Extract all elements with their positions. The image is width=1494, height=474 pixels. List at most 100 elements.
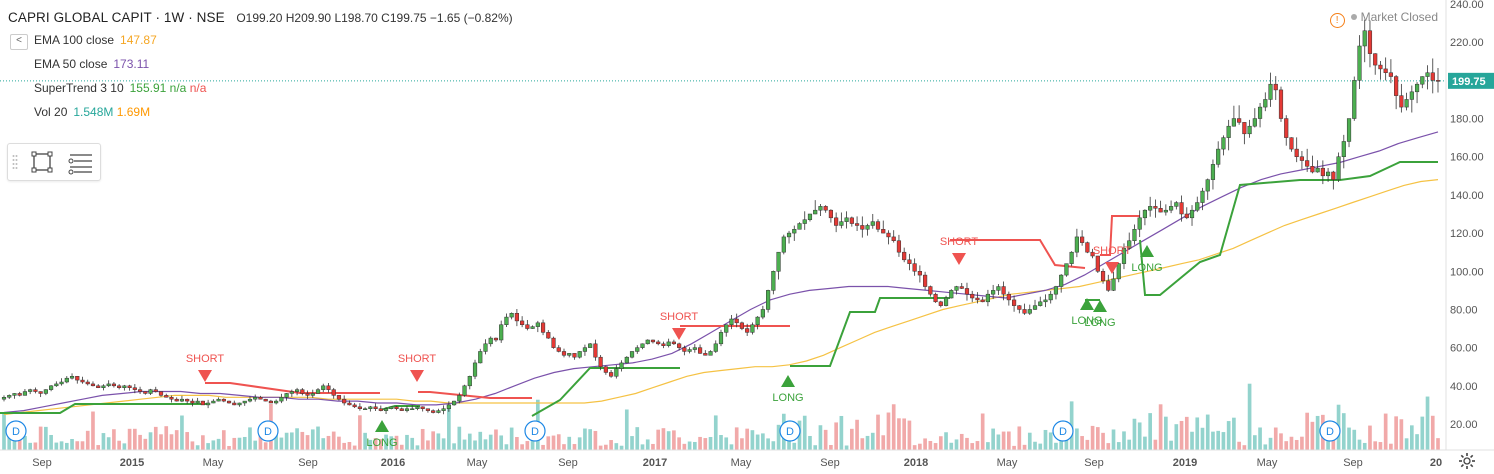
volume-bar [1164, 416, 1168, 450]
candle-body [1216, 148, 1221, 165]
collapse-legend-button[interactable]: < [10, 34, 28, 50]
volume-bar [572, 444, 577, 450]
volume-bar [1012, 445, 1016, 450]
volume-bar [1216, 430, 1221, 450]
candle-body [949, 290, 954, 299]
time-tick-label: Sep [1343, 457, 1363, 469]
volume-bar [1378, 442, 1383, 450]
candle-body [933, 293, 938, 303]
drag-grip-icon[interactable] [12, 154, 18, 170]
legend-ema50[interactable]: EMA 50 close 173.11 [34, 57, 149, 71]
candle-body [509, 313, 514, 318]
time-tick-label: Sep [32, 457, 52, 469]
volume-bar [1195, 417, 1200, 450]
candle-body [828, 209, 833, 219]
volume-bar [1116, 442, 1121, 450]
candle-body [671, 341, 676, 345]
volume-bar [991, 428, 995, 450]
candle-body [928, 286, 933, 295]
dividend-marker-icon [5, 420, 27, 442]
volume-bar [860, 438, 865, 450]
long-signal-label: LONG [1071, 315, 1102, 327]
candle-body [1080, 236, 1085, 243]
last-price-label: 199.75 [1452, 76, 1486, 88]
candle-body [1158, 208, 1163, 213]
candle-body [1053, 286, 1059, 295]
rectangle-tool-icon[interactable] [28, 148, 56, 176]
candle-body [975, 297, 980, 301]
volume-bar [399, 444, 404, 450]
open-label: O [236, 11, 246, 25]
candle-body [38, 391, 43, 394]
dividend-marker-icon [1319, 420, 1341, 442]
legend-volume[interactable]: Vol 20 1.548M 1.69M [34, 105, 150, 119]
candle-body [645, 339, 650, 345]
volume-bar [954, 439, 959, 450]
volume-bar [295, 428, 299, 450]
candle-body [917, 271, 922, 276]
volume-bar [703, 438, 708, 450]
candle-body [472, 362, 478, 377]
volume-bar [1033, 441, 1037, 450]
candle-body [593, 343, 598, 358]
volume-bar [687, 441, 692, 450]
candle-body [1268, 83, 1273, 100]
dividend-marker-label: D [531, 426, 539, 438]
volume-bar [44, 426, 48, 450]
volume-bar [724, 437, 729, 450]
volume-bar [975, 441, 980, 450]
supertrend-extra2: n/a [189, 81, 207, 95]
candle-body [326, 385, 331, 390]
volume-bar [405, 434, 409, 450]
volume-bar [1038, 443, 1043, 450]
volume-bar [1184, 416, 1189, 450]
settings-gear-icon[interactable] [1458, 452, 1476, 470]
volume-bar [766, 438, 770, 450]
candle-body [1069, 251, 1074, 264]
candle-body [211, 400, 216, 404]
volume-bar [305, 435, 310, 450]
candle-body [80, 379, 85, 383]
legend-supertrend[interactable]: SuperTrend 3 10 155.91 n/a n/a [34, 81, 206, 95]
candle-body [745, 328, 750, 333]
volume-bar [1158, 404, 1163, 450]
volume-bar [420, 428, 425, 450]
candle-body [1326, 171, 1331, 177]
candle-body [1189, 209, 1195, 219]
warning-icon[interactable]: ! [1329, 13, 1345, 28]
price-axis: 20.00 40.00 60.00 80.00 100.00 120.00 140.00 16… [1445, 0, 1494, 474]
symbol-title[interactable]: CAPRI GLOBAL CAPIT · 1W · NSE [8, 10, 225, 25]
volume-bar [431, 431, 435, 450]
candle-body [383, 408, 389, 411]
candle-body [483, 343, 488, 352]
candle-body [692, 347, 697, 350]
volume-bar [1232, 417, 1236, 450]
volume-bar [509, 427, 514, 450]
volume-bar [206, 443, 210, 450]
volume-bar [541, 444, 545, 450]
volume-bar [1415, 434, 1419, 450]
volume-bar [253, 440, 258, 450]
long-signal-arrow [1093, 300, 1107, 312]
volume-bar [1289, 436, 1294, 450]
volume-bar [483, 439, 488, 450]
candle-body [1252, 118, 1257, 127]
volume-bar [1211, 431, 1215, 450]
text-lines-tool-icon[interactable] [66, 148, 94, 176]
short-signal-arrow [410, 370, 424, 382]
candle-body [1362, 30, 1367, 47]
volume-bar [38, 426, 43, 450]
volume-bar [1022, 444, 1027, 450]
legend-ema100[interactable]: EMA 100 close 147.87 [34, 33, 157, 47]
candle-body [1064, 263, 1069, 276]
candle-body [849, 217, 854, 224]
price-tick-label: 20.00 [1450, 419, 1478, 431]
candle-body [1001, 286, 1006, 295]
ema100-label: EMA 100 close [34, 33, 115, 47]
ema100-path [3, 179, 1439, 416]
volume-label: Vol 20 [34, 105, 68, 119]
time-tick-label: 2016 [381, 457, 405, 469]
volume-bar [467, 433, 472, 450]
candle-body [708, 351, 713, 356]
